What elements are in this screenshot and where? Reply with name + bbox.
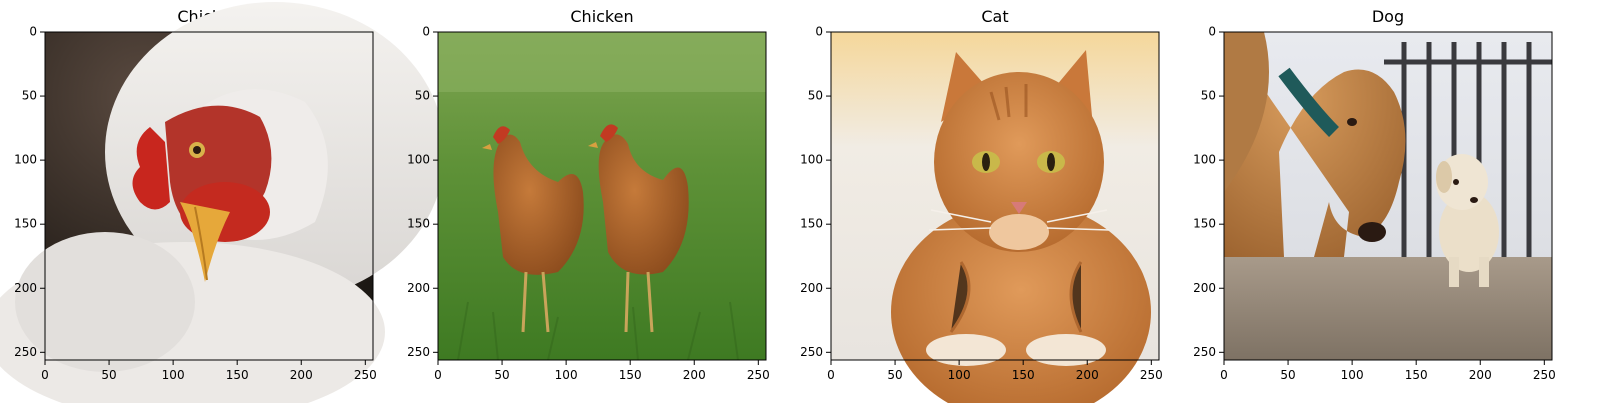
x-tick-label: 250 <box>747 368 770 382</box>
x-tick-label: 50 <box>494 368 509 382</box>
x-tick-label: 150 <box>226 368 249 382</box>
x-tick-label: 200 <box>1469 368 1492 382</box>
x-tick-label: 250 <box>1140 368 1163 382</box>
x-tick-label: 0 <box>434 368 442 382</box>
x-tick-label: 50 <box>101 368 116 382</box>
photo-image <box>438 32 766 361</box>
y-tick-label: 50 <box>808 89 823 103</box>
panel-axes: Cat 0 50 100 150 200 250 0 50 100 150 200 250 <box>800 7 1163 403</box>
x-tick-label: 0 <box>1220 368 1228 382</box>
y-tick-label: 50 <box>22 89 37 103</box>
y-tick-label: 50 <box>415 89 430 103</box>
photo-image <box>0 2 445 403</box>
panel-axes: Dog 0 50 100 150 200 250 0 50 100 150 200 250 <box>1193 7 1556 382</box>
y-tick-label: 50 <box>1201 89 1216 103</box>
x-tick-label: 200 <box>683 368 706 382</box>
x-tick-label: 150 <box>619 368 642 382</box>
y-tick-label: 250 <box>1193 345 1216 359</box>
photo-image <box>831 32 1159 403</box>
y-tick-label: 150 <box>14 217 37 231</box>
x-tick-label: 250 <box>354 368 377 382</box>
x-tick-label: 0 <box>827 368 835 382</box>
image-panel-4: Dog 0 50 100 150 200 250 0 50 100 150 200 250 <box>1179 0 1556 403</box>
y-tick-label: 200 <box>1193 281 1216 295</box>
x-tick-label: 100 <box>162 368 185 382</box>
y-tick-label: 250 <box>407 345 430 359</box>
y-tick-label: 250 <box>800 345 823 359</box>
panel-title: Dog <box>1372 7 1404 26</box>
y-tick-label: 100 <box>1193 153 1216 167</box>
x-tick-label: 150 <box>1405 368 1428 382</box>
x-tick-label: 50 <box>887 368 902 382</box>
y-tick-label: 150 <box>1193 217 1216 231</box>
x-tick-label: 50 <box>1280 368 1295 382</box>
y-tick-label: 100 <box>407 153 430 167</box>
x-tick-label: 0 <box>41 368 49 382</box>
y-tick-label: 200 <box>800 281 823 295</box>
panel-title: Chicken <box>570 7 633 26</box>
x-tick-label: 100 <box>948 368 971 382</box>
panel-title: Cat <box>981 7 1008 26</box>
axes-frame <box>44 31 374 361</box>
x-tick-label: 200 <box>1076 368 1099 382</box>
axes-frame <box>437 31 767 361</box>
x-tick-label: 100 <box>1341 368 1364 382</box>
y-tick-label: 100 <box>14 153 37 167</box>
y-tick-label: 250 <box>14 345 37 359</box>
x-tick-label: 150 <box>1012 368 1035 382</box>
y-tick-label: 150 <box>407 217 430 231</box>
y-tick-label: 200 <box>407 281 430 295</box>
y-tick-label: 0 <box>815 25 823 39</box>
y-tick-label: 0 <box>1208 25 1216 39</box>
y-tick-label: 0 <box>422 25 430 39</box>
panel-axes: Chicken 0 50 100 150 200 250 0 50 100 150 200 250 <box>407 7 770 382</box>
y-tick-label: 200 <box>14 281 37 295</box>
axes-frame <box>1223 31 1553 361</box>
x-tick-label: 200 <box>290 368 313 382</box>
photo-image <box>1224 32 1552 360</box>
image-panel-2: Chicken 0 50 100 150 200 250 0 50 100 150 200 250 <box>393 0 770 403</box>
image-panel-3: Cat 0 50 100 150 200 250 0 50 100 150 200 250 <box>786 0 1163 403</box>
x-tick-label: 100 <box>555 368 578 382</box>
y-tick-label: 150 <box>800 217 823 231</box>
y-tick-label: 0 <box>29 25 37 39</box>
axes-frame <box>830 31 1160 361</box>
x-tick-label: 250 <box>1533 368 1556 382</box>
y-tick-label: 100 <box>800 153 823 167</box>
